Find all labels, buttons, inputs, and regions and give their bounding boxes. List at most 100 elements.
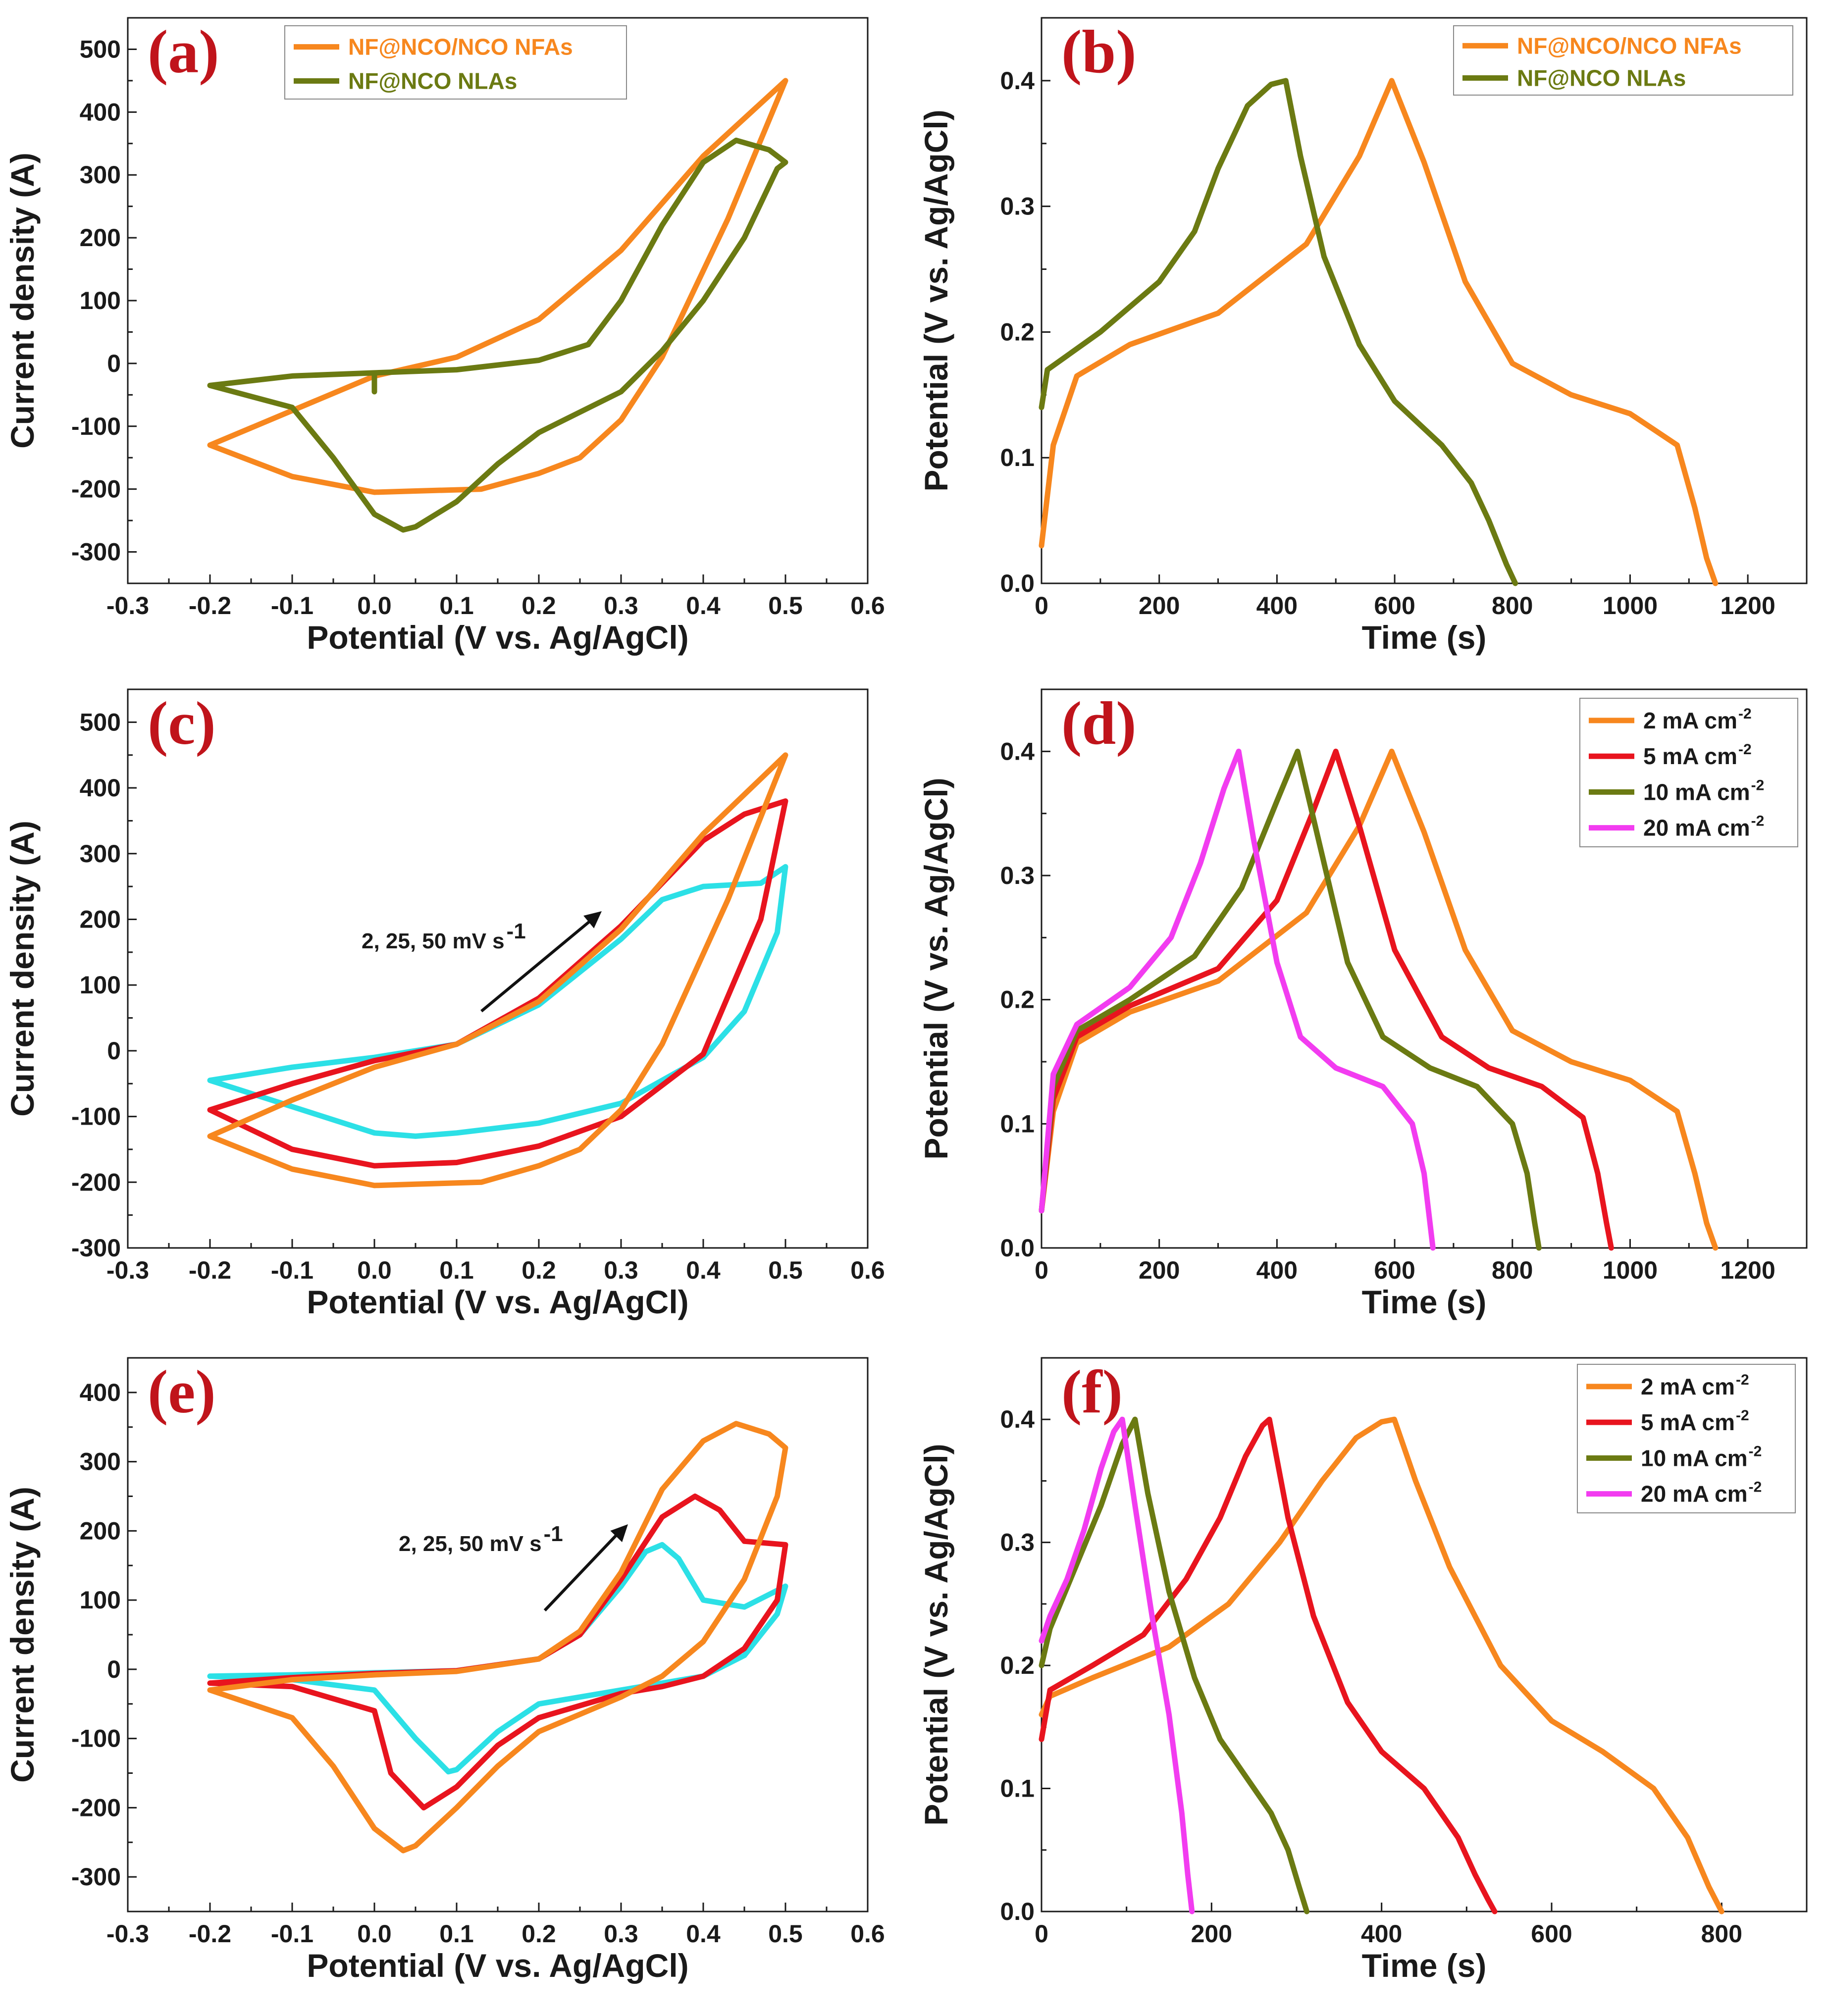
- legend-superscript-wrap: -2: [1738, 706, 1752, 722]
- legend-superscript: -2: [1751, 777, 1765, 793]
- x-tick-label: -0.2: [189, 1256, 231, 1284]
- x-tick-label: 0.1: [439, 1920, 474, 1948]
- legend-superscript-wrap: -2: [1738, 741, 1752, 758]
- x-tick-label: 0.5: [768, 592, 803, 620]
- legend-superscript-wrap: -2: [1736, 1407, 1749, 1424]
- y-tick-label: 0.0: [1000, 1898, 1035, 1925]
- y-tick-label: -300: [71, 1234, 121, 1262]
- y-tick-label: 0.0: [1000, 569, 1035, 597]
- chart-panel-f: 0 200 400 600 800 0.0 0.1 0.2 0.3 0.4 Time (s) Pote…: [918, 1357, 1808, 1984]
- x-tick-label: 800: [1701, 1920, 1742, 1948]
- legend-label: 20 mA cm: [1641, 1481, 1748, 1507]
- y-axis-label: Current density (A): [4, 1487, 41, 1783]
- y-tick-label: 100: [80, 971, 121, 999]
- panel-letter: (f): [1061, 1358, 1123, 1426]
- series-line-10-ma-cm: [1039, 1416, 1310, 1914]
- series-line-orange: [207, 1421, 788, 1854]
- series-line-5-ma-cm: [1039, 748, 1614, 1251]
- x-tick-label: 0.3: [604, 1920, 638, 1948]
- series-line-orange: [207, 752, 788, 1189]
- x-tick-label: 0: [1035, 1256, 1048, 1284]
- y-axis-label: Current density (A): [4, 153, 41, 449]
- legend-label: 5 mA cm: [1641, 1409, 1735, 1435]
- arrow-head-icon: [610, 1524, 628, 1543]
- x-axis-label: Time (s): [1362, 619, 1487, 656]
- y-tick-label: 300: [80, 1448, 121, 1476]
- x-tick-label: -0.2: [189, 1920, 231, 1948]
- x-tick-label: 0.5: [768, 1920, 803, 1948]
- y-tick-label: 0.3: [1000, 862, 1035, 889]
- legend-label: 2 mA cm: [1641, 1374, 1735, 1399]
- x-tick-label: 400: [1256, 1256, 1298, 1284]
- y-axis-label: Current density (A): [4, 821, 41, 1117]
- x-tick-label: 1000: [1603, 592, 1658, 620]
- x-tick-label: 600: [1374, 1256, 1415, 1284]
- x-axis-label: Time (s): [1362, 1284, 1487, 1320]
- arrow-shaft: [543, 1529, 623, 1612]
- legend-superscript: -2: [1736, 1407, 1749, 1424]
- y-tick-label: 0.1: [1000, 1110, 1035, 1137]
- series-line-20-ma-cm: [1039, 1416, 1195, 1914]
- y-tick-label: 400: [80, 774, 121, 802]
- panel-letter: (d): [1061, 689, 1137, 757]
- y-tick-label: 0.3: [1000, 193, 1035, 220]
- legend-superscript-wrap: -2: [1749, 1443, 1762, 1459]
- y-tick-label: -100: [71, 1725, 121, 1753]
- x-tick-label: 0.2: [521, 1920, 556, 1948]
- x-tick-label: -0.3: [106, 592, 149, 620]
- legend-label: 10 mA cm: [1643, 779, 1750, 805]
- legend: 2 mA cm -25 mA cm -210 mA cm -220 mA cm -2: [1579, 698, 1798, 847]
- x-tick-label: 0.4: [686, 592, 721, 620]
- series-line-2-ma-cm: [1039, 1416, 1724, 1914]
- panel-letter: (c): [148, 689, 216, 757]
- legend-superscript: -2: [1738, 706, 1752, 722]
- x-tick-label: 0.4: [686, 1256, 721, 1284]
- x-tick-label: 1200: [1721, 592, 1775, 620]
- x-tick-label: 0.4: [686, 1920, 721, 1948]
- legend: 2 mA cm -25 mA cm -210 mA cm -220 mA cm -2: [1577, 1364, 1796, 1513]
- legend-superscript: -2: [1751, 813, 1765, 829]
- legend-label: NF@NCO NLAs: [1517, 65, 1686, 91]
- chart-panel-a: -0.3 -0.2 -0.1 0.0 0.1 0.2 0.3 0.4 0.5 0.6 -300 -20…: [4, 17, 885, 656]
- x-axis-label: Potential (V vs. Ag/AgCl): [307, 1284, 688, 1320]
- y-tick-label: 0: [107, 1655, 121, 1683]
- series-line-red: [207, 798, 788, 1169]
- legend-label: NF@NCO NLAs: [348, 68, 517, 94]
- y-tick-label: 0.2: [1000, 1652, 1035, 1679]
- y-tick-label: -200: [71, 475, 121, 503]
- legend-superscript-wrap: -2: [1749, 1479, 1762, 1496]
- panel-letter: (b): [1061, 18, 1137, 86]
- series-line-2-ma-cm: [1039, 748, 1719, 1251]
- x-tick-label: 0.6: [850, 592, 885, 620]
- x-tick-label: 0.1: [439, 592, 474, 620]
- legend: NF@NCO/NCO NFAs NF@NCO NLAs: [1453, 25, 1793, 96]
- y-tick-label: 400: [80, 1379, 121, 1406]
- x-tick-label: 0.0: [357, 592, 392, 620]
- y-tick-label: 200: [80, 1517, 121, 1545]
- y-tick-label: 0.2: [1000, 986, 1035, 1014]
- x-tick-label: -0.1: [271, 592, 313, 620]
- plot-frame: [127, 688, 869, 1249]
- x-tick-label: 0.3: [604, 1256, 638, 1284]
- x-tick-label: -0.3: [106, 1920, 149, 1948]
- x-tick-label: 1000: [1603, 1256, 1658, 1284]
- x-tick-label: 0.3: [604, 592, 638, 620]
- x-tick-label: 200: [1139, 1256, 1180, 1284]
- scan-rate-annotation: 2, 25, 50 mV s -1: [399, 1522, 628, 1612]
- x-tick-label: -0.2: [189, 592, 231, 620]
- plot-frame: [1041, 17, 1808, 584]
- y-tick-label: 300: [80, 840, 121, 868]
- arrow-head-icon: [583, 911, 602, 929]
- y-tick-label: 0.4: [1000, 67, 1035, 95]
- y-tick-label: 0: [107, 1037, 121, 1065]
- x-tick-label: -0.1: [271, 1256, 313, 1284]
- legend: NF@NCO/NCO NFAs NF@NCO NLAs: [284, 25, 627, 100]
- panel-letter: (e): [148, 1358, 216, 1426]
- annotation-text: 2, 25, 50 mV s: [362, 929, 505, 953]
- x-axis-label: Time (s): [1362, 1947, 1487, 1984]
- x-tick-label: -0.1: [271, 1920, 313, 1948]
- legend-superscript: -2: [1738, 741, 1752, 758]
- y-tick-label: 0.4: [1000, 737, 1035, 765]
- annotation-superscript: -1: [507, 919, 526, 943]
